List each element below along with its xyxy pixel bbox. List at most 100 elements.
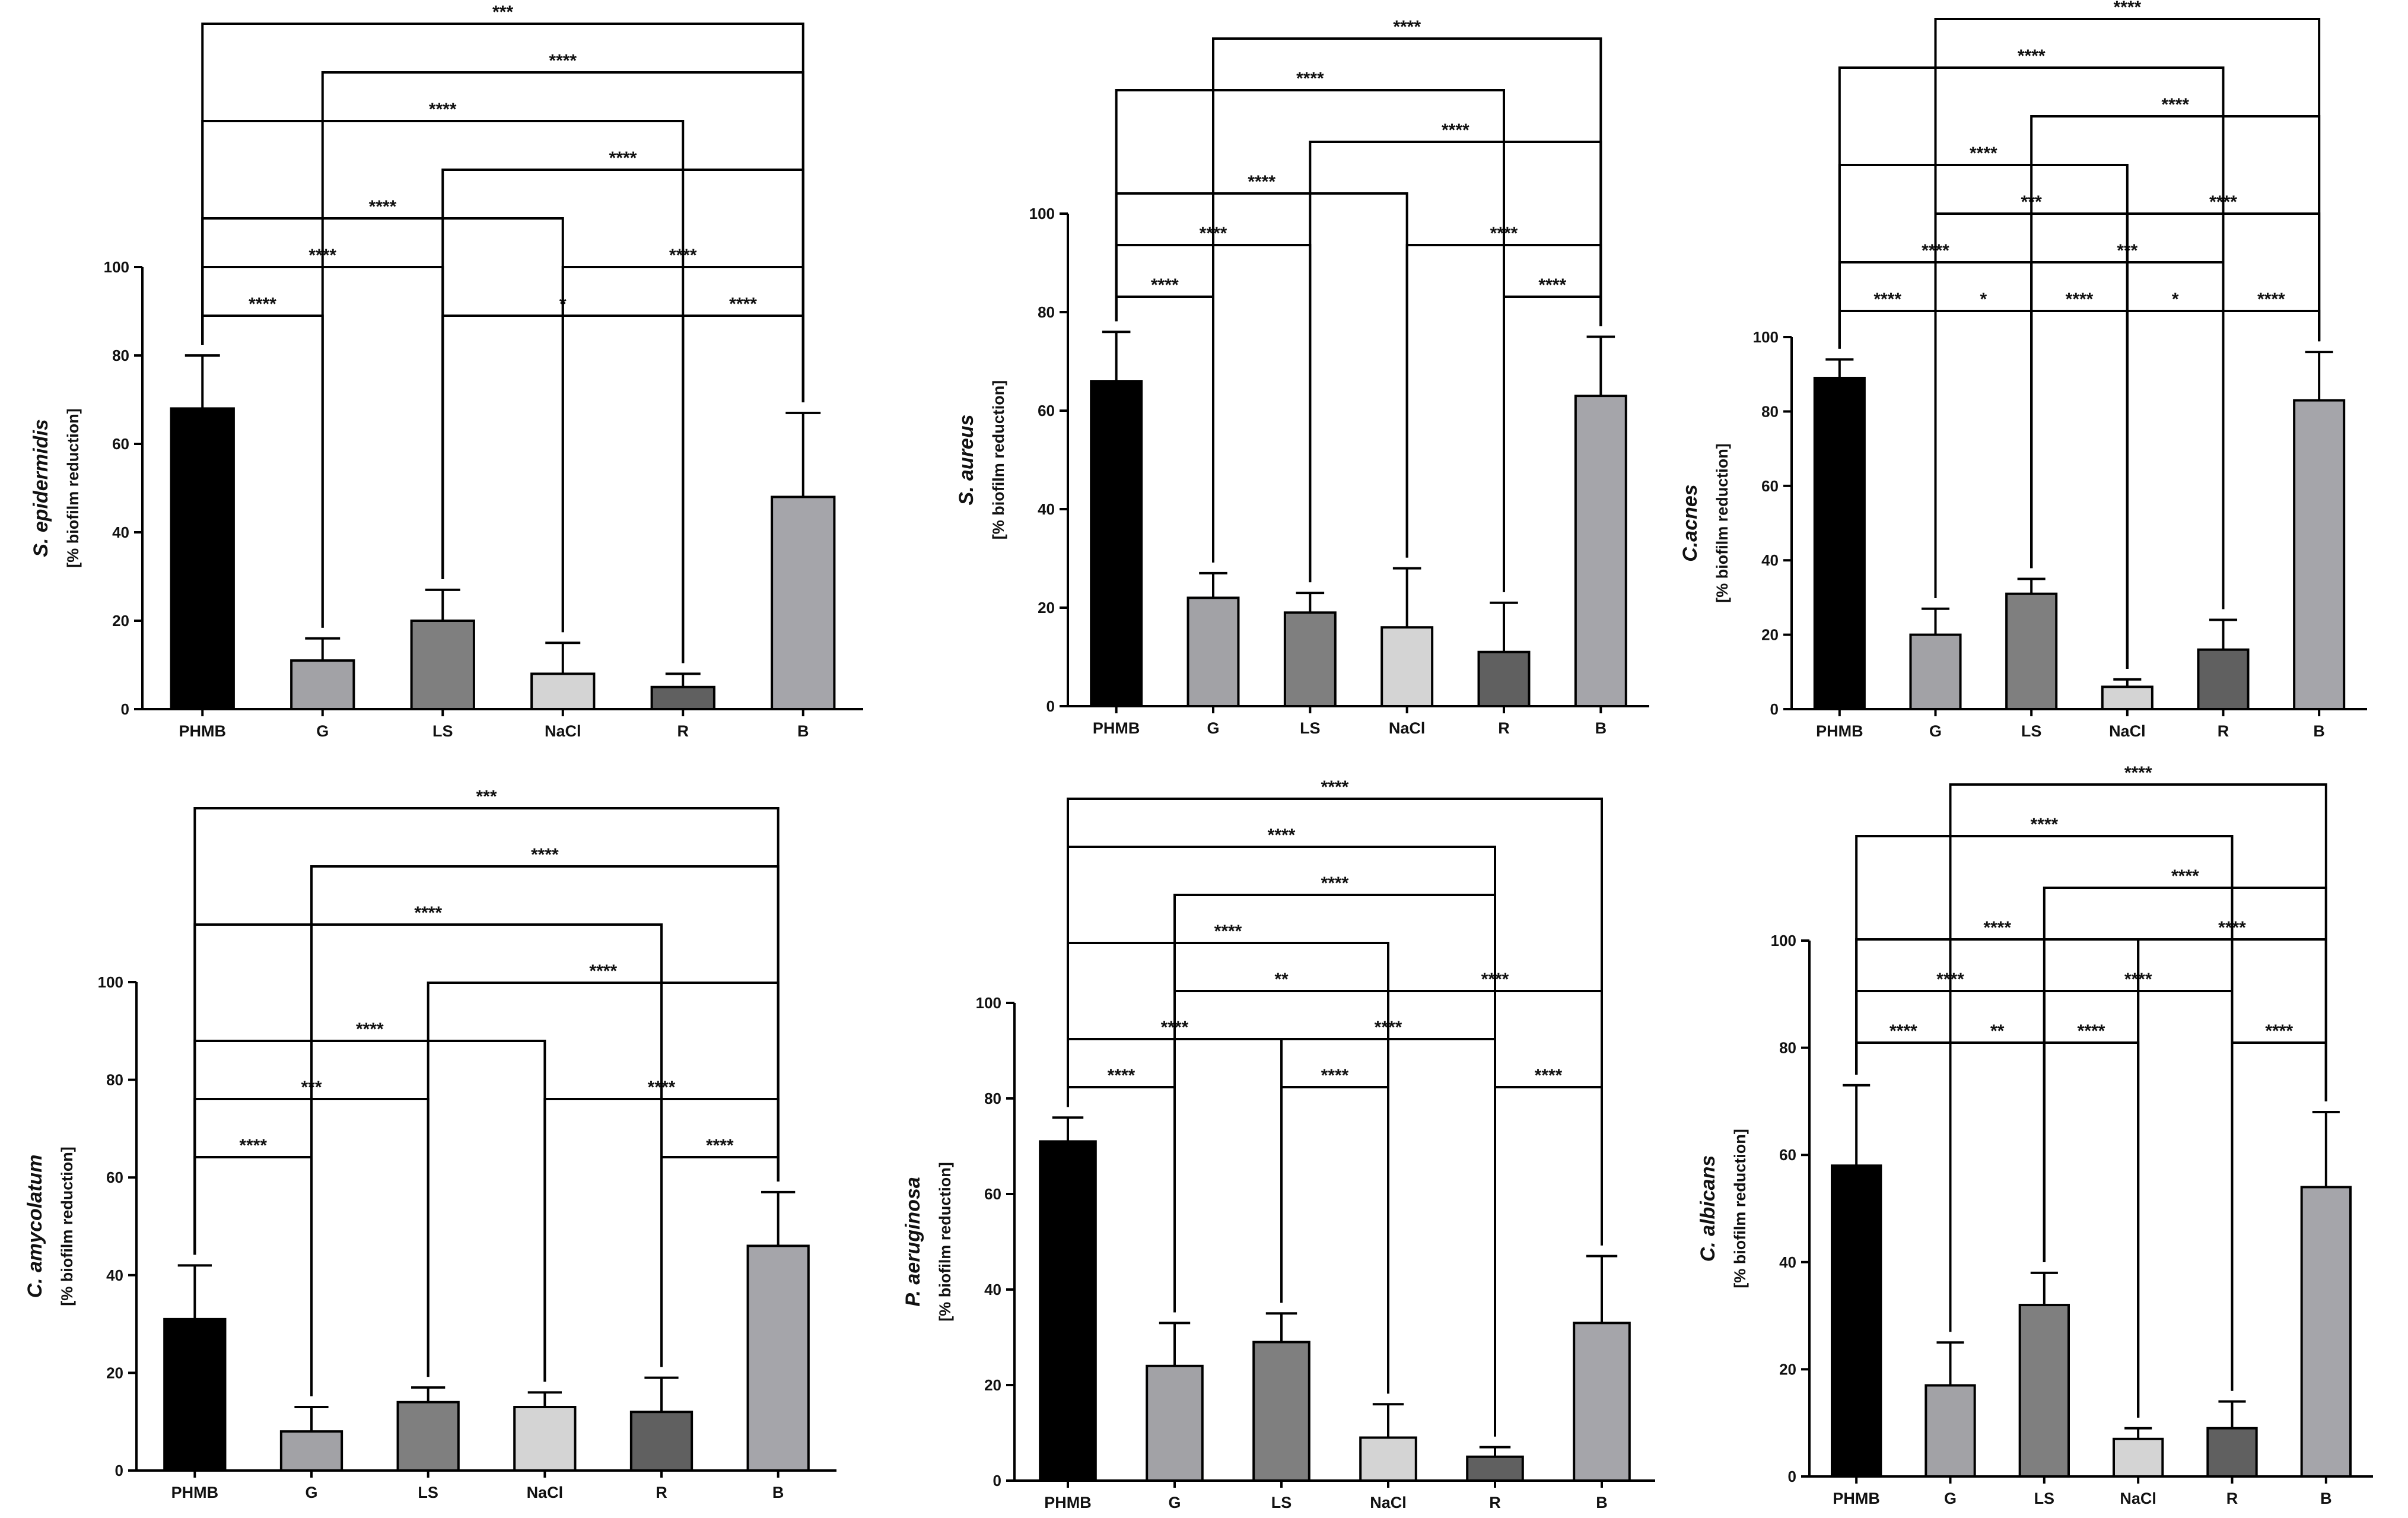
significance-label: *** (492, 2, 513, 22)
significance-label: **** (2171, 866, 2199, 886)
x-tick-label: LS (2034, 1490, 2055, 1507)
bar-ls (2018, 1304, 2070, 1478)
significance-label: ** (1274, 970, 1289, 989)
chart-title: C. albicans (1697, 1155, 1719, 1262)
significance-bracket (1838, 66, 2225, 609)
x-tick-label: LS (1300, 719, 1321, 737)
chart-panel-4: C. amycolatum [% biofilm reduction] 0 20 40 6… (24, 787, 836, 1501)
significance-bracket (1212, 37, 1602, 563)
significance-label: **** (356, 1020, 384, 1039)
x-tick-label: NaCl (545, 722, 581, 740)
significance-bracket (201, 23, 804, 402)
significance-label: **** (2018, 46, 2046, 66)
y-tick-label: 40 (984, 1281, 1001, 1298)
bar-phmb (170, 407, 235, 711)
significance-bracket (1934, 18, 2321, 598)
significance-bracket (1173, 894, 1496, 1437)
y-tick-label: 40 (1038, 500, 1055, 518)
bar-nacl (2113, 1437, 2164, 1478)
y-tick-label: 80 (1761, 402, 1779, 420)
significance-bracket (201, 217, 564, 633)
significance-label: **** (1321, 777, 1349, 797)
y-axis-label: [% biofilm reduction] (936, 1162, 954, 1321)
y-tick-label: 60 (1038, 402, 1055, 420)
y-axis-label: [% biofilm reduction] (1731, 1129, 1749, 1288)
bar-phmb (1831, 1164, 1882, 1478)
bar-g (1186, 596, 1240, 708)
significance-label: **** (414, 903, 442, 923)
bar-g (1146, 1364, 1204, 1482)
significance-label: **** (239, 1136, 267, 1155)
significance-bracket (2126, 310, 2225, 669)
y-tick-label: 80 (1779, 1039, 1796, 1057)
significance-label: **** (429, 100, 457, 119)
chart-panel-3: C.acnes [% biofilm reduction] 0 20 40 60 80 100… (1679, 0, 2367, 740)
significance-label: ** (1990, 1021, 2005, 1041)
y-tick-label: 20 (984, 1376, 1001, 1394)
y-tick-label: 60 (984, 1185, 1001, 1203)
chart-title: S. aureus (955, 414, 978, 505)
bar-b (2293, 399, 2346, 710)
significance-label: **** (589, 961, 617, 981)
significance-bracket (1309, 141, 1602, 583)
y-tick-label: 40 (1761, 551, 1779, 569)
chart-panel-1: S. epidermidis [% biofilm reduction] 0 20 40… (30, 2, 863, 740)
y-tick-label: 40 (1779, 1253, 1796, 1271)
y-tick-label: 60 (1761, 477, 1779, 495)
x-tick-label: G (1207, 719, 1219, 737)
significance-label: **** (2257, 290, 2285, 309)
chart-title: P. aeruginosa (902, 1177, 924, 1307)
bar-ls (396, 1401, 460, 1472)
bar-phmb (1090, 380, 1143, 707)
y-axis-label: [% biofilm reduction] (1713, 443, 1731, 602)
x-tick-label: NaCl (2109, 722, 2146, 740)
chart-panel-6: C. albicans [% biofilm reduction] 0 20 40 60 8… (1697, 763, 2373, 1507)
bar-r (1477, 650, 1531, 707)
significance-label: **** (1248, 172, 1275, 192)
significance-bracket (1115, 89, 1505, 592)
significance-label: **** (1321, 874, 1349, 893)
x-tick-label: G (1944, 1490, 1957, 1507)
significance-label: **** (369, 197, 397, 217)
x-tick-label: R (656, 1484, 667, 1501)
bar-phmb (163, 1317, 227, 1472)
chart-panel-5: P. aeruginosa [% biofilm reduction] 0 20 40 6… (902, 777, 1655, 1511)
significance-label: **** (2265, 1021, 2293, 1041)
bar-nacl (1380, 626, 1434, 707)
chart-title: C.acnes (1679, 484, 1701, 561)
significance-bracket (2030, 115, 2321, 569)
y-tick-label: 60 (112, 435, 129, 453)
significance-label: **** (609, 148, 637, 168)
x-tick-label: NaCl (1370, 1494, 1407, 1511)
bar-ls (410, 620, 475, 710)
y-axis-label: [% biofilm reduction] (58, 1147, 76, 1306)
y-tick-label: 100 (1753, 328, 1779, 346)
x-tick-label: NaCl (1389, 719, 1426, 737)
x-tick-label: PHMB (1093, 719, 1140, 737)
significance-bracket (1949, 1041, 2046, 1332)
x-tick-label: PHMB (179, 722, 227, 740)
x-tick-label: PHMB (171, 1484, 219, 1501)
y-tick-label: 0 (1046, 697, 1055, 715)
y-tick-label: 0 (993, 1472, 1001, 1490)
y-tick-label: 20 (1779, 1360, 1796, 1378)
chart-title: S. epidermidis (30, 419, 52, 557)
x-tick-label: G (1929, 722, 1942, 740)
bar-b (1573, 1322, 1631, 1482)
x-tick-label: NaCl (2120, 1490, 2156, 1507)
significance-label: **** (729, 294, 757, 314)
x-tick-label: PHMB (1833, 1490, 1880, 1507)
significance-label: * (2172, 290, 2179, 309)
x-tick-label: PHMB (1816, 722, 1863, 740)
y-tick-label: 0 (1770, 700, 1779, 718)
x-tick-label: R (677, 722, 689, 740)
x-tick-label: R (1489, 1494, 1501, 1511)
x-tick-label: NaCl (527, 1484, 564, 1501)
significance-label: **** (1970, 144, 1997, 163)
y-tick-label: 80 (106, 1071, 123, 1089)
bar-g (279, 1430, 343, 1472)
y-tick-label: 0 (115, 1462, 123, 1479)
bar-g (1909, 633, 1962, 710)
significance-label: **** (1889, 1021, 1917, 1041)
